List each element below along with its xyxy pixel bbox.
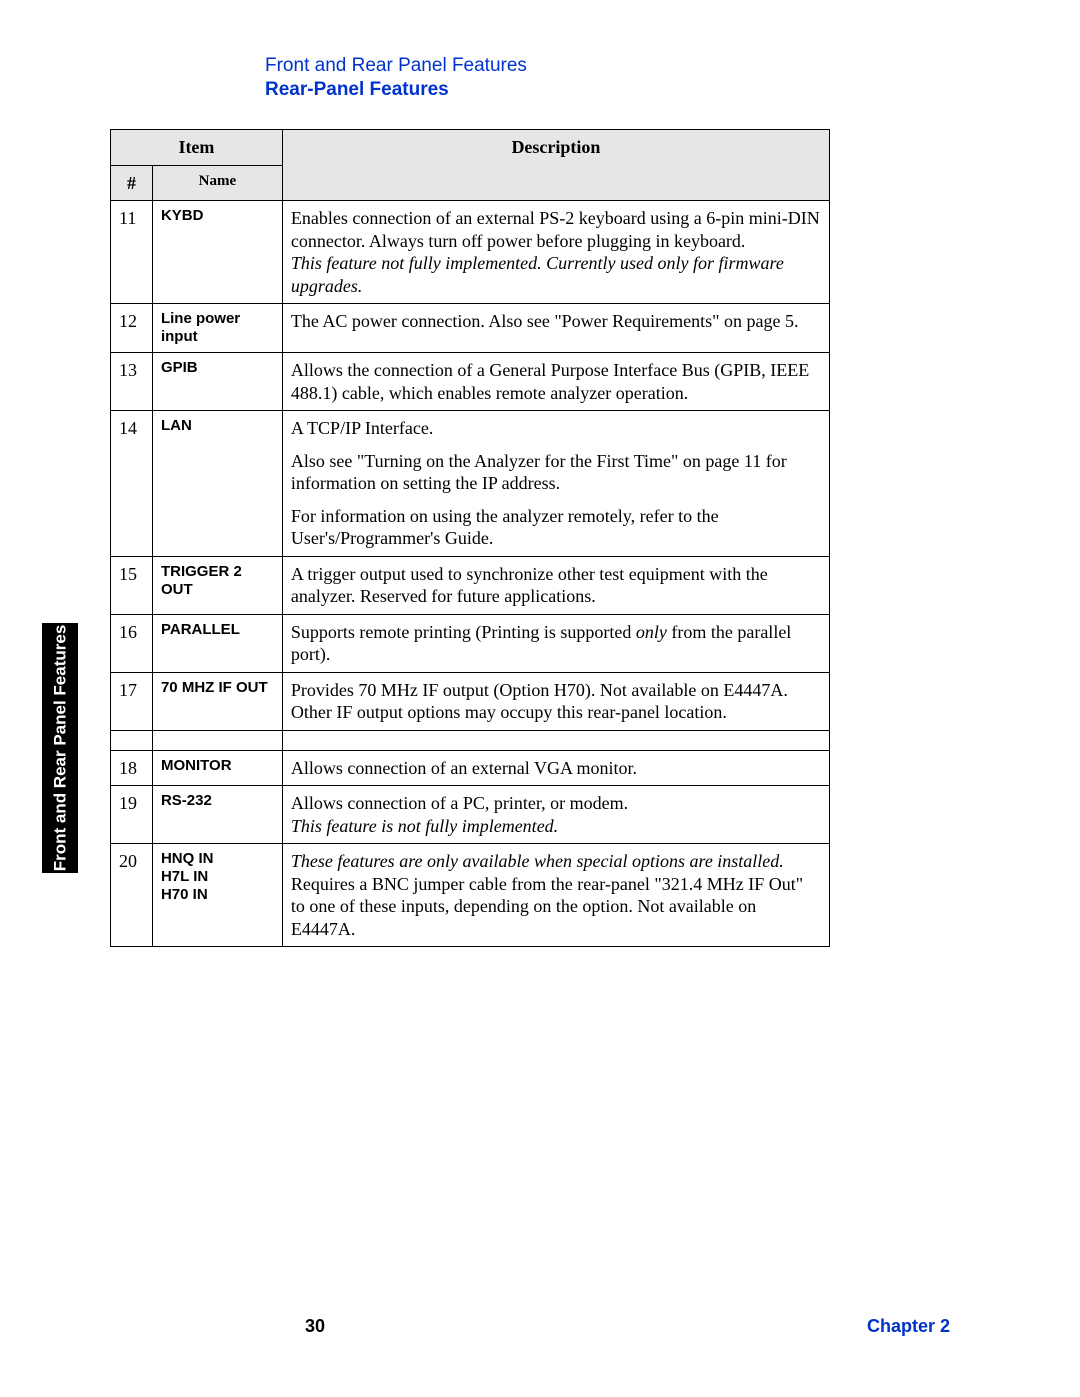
row-name: GPIB [152, 353, 282, 411]
side-tab: Front and Rear Panel Features [42, 623, 78, 873]
table-row: 11KYBDEnables connection of an external … [111, 201, 830, 304]
row-name: LAN [152, 411, 282, 557]
table-row: 18MONITORAllows connection of an externa… [111, 750, 830, 786]
page-header: Front and Rear Panel Features Rear-Panel… [265, 55, 950, 101]
row-description: The AC power connection. Also see "Power… [282, 304, 829, 353]
table-row: 16PARALLELSupports remote printing (Prin… [111, 614, 830, 672]
row-name: RS-232 [152, 786, 282, 844]
row-name: 70 MHZ IF OUT [152, 672, 282, 730]
row-name: MONITOR [152, 750, 282, 786]
document-page: Front and Rear Panel Features Rear-Panel… [0, 0, 1080, 1397]
row-description: Provides 70 MHz IF output (Option H70). … [282, 672, 829, 730]
table-row: 12Line power inputThe AC power connectio… [111, 304, 830, 353]
page-number: 30 [305, 1316, 325, 1337]
table-row: 15TRIGGER 2 OUTA trigger output used to … [111, 556, 830, 614]
row-description: A trigger output used to synchronize oth… [282, 556, 829, 614]
row-name: Line power input [152, 304, 282, 353]
table-row: 13GPIBAllows the connection of a General… [111, 353, 830, 411]
features-table: Item Description # Name 11KYBDEnables co… [110, 129, 830, 947]
col-header-description: Description [282, 130, 829, 201]
col-header-number: # [111, 165, 153, 201]
row-name: HNQ INH7L INH70 IN [152, 844, 282, 947]
row-description: These features are only available when s… [282, 844, 829, 947]
table-body: 11KYBDEnables connection of an external … [111, 201, 830, 947]
table-row: 14LANA TCP/IP Interface.Also see "Turnin… [111, 411, 830, 557]
row-number: 17 [111, 672, 153, 730]
row-number: 13 [111, 353, 153, 411]
row-number: 14 [111, 411, 153, 557]
col-header-name: Name [152, 165, 282, 201]
row-description: Allows connection of a PC, printer, or m… [282, 786, 829, 844]
row-number: 20 [111, 844, 153, 947]
row-description: Enables connection of an external PS-2 k… [282, 201, 829, 304]
row-name: PARALLEL [152, 614, 282, 672]
row-description: Supports remote printing (Printing is su… [282, 614, 829, 672]
page-footer: 30 Chapter 2 [130, 1316, 950, 1337]
row-number: 11 [111, 201, 153, 304]
table-row: 20HNQ INH7L INH70 INThese features are o… [111, 844, 830, 947]
row-description: Allows connection of an external VGA mon… [282, 750, 829, 786]
section-title: Rear-Panel Features [265, 79, 950, 101]
row-name: TRIGGER 2 OUT [152, 556, 282, 614]
row-description: Allows the connection of a General Purpo… [282, 353, 829, 411]
table-row [111, 730, 830, 750]
side-tab-label: Front and Rear Panel Features [50, 625, 70, 872]
col-header-item: Item [111, 130, 283, 166]
table-row: 1770 MHZ IF OUTProvides 70 MHz IF output… [111, 672, 830, 730]
row-number: 18 [111, 750, 153, 786]
row-number: 19 [111, 786, 153, 844]
row-description: A TCP/IP Interface.Also see "Turning on … [282, 411, 829, 557]
row-number: 16 [111, 614, 153, 672]
row-number: 15 [111, 556, 153, 614]
table-row: 19RS-232Allows connection of a PC, print… [111, 786, 830, 844]
breadcrumb: Front and Rear Panel Features [265, 55, 950, 77]
chapter-label: Chapter 2 [867, 1316, 950, 1337]
row-name: KYBD [152, 201, 282, 304]
row-number: 12 [111, 304, 153, 353]
